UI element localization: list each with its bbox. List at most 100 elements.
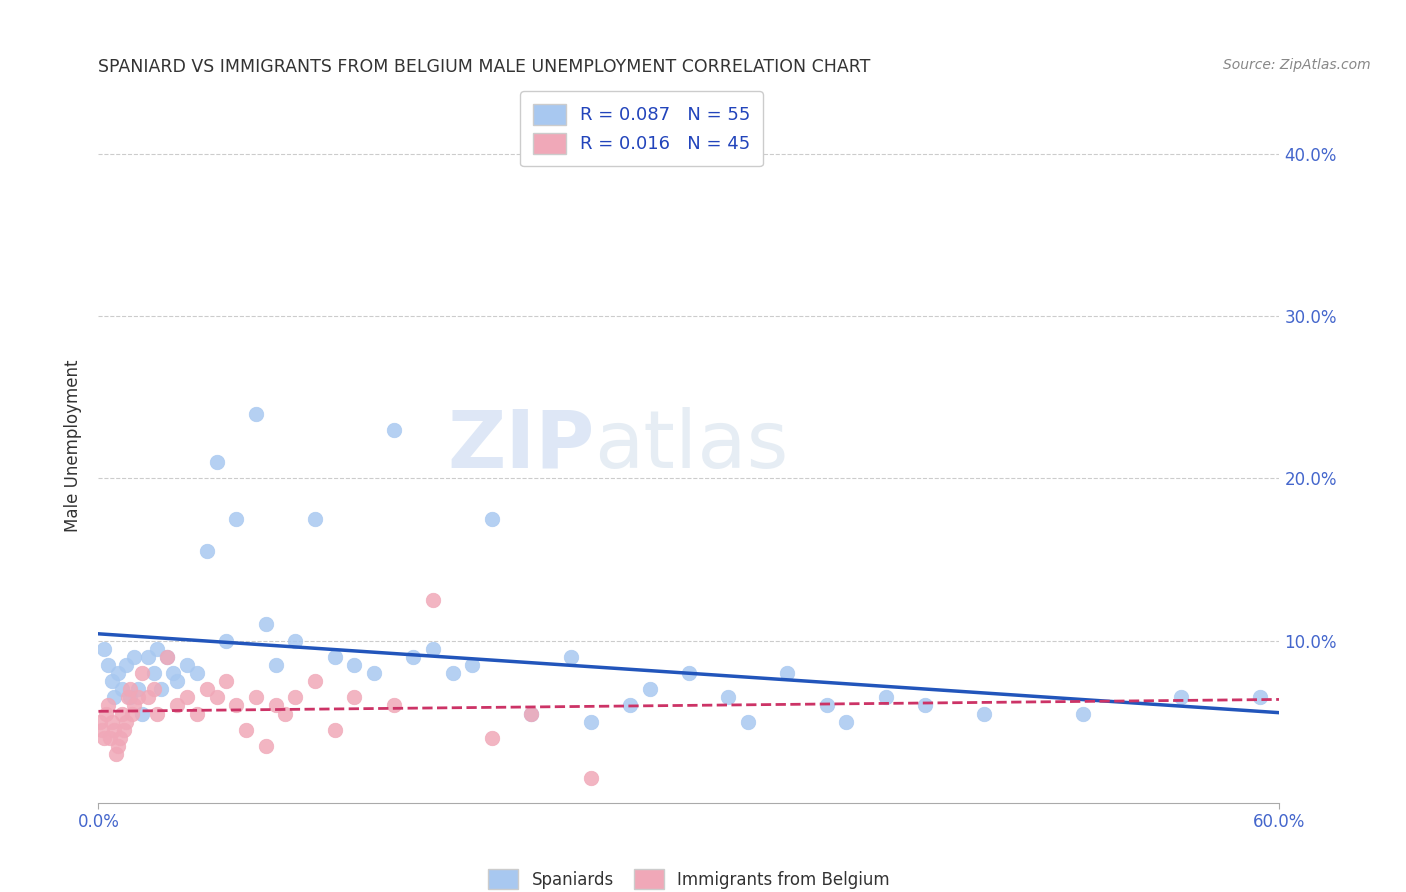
Y-axis label: Male Unemployment: Male Unemployment	[65, 359, 83, 533]
Point	[343, 690, 366, 705]
Point	[560, 649, 582, 664]
Point	[235, 723, 257, 737]
Point	[225, 698, 247, 713]
Point	[254, 617, 277, 632]
Point	[254, 739, 277, 753]
Point	[520, 706, 543, 721]
Text: Source: ZipAtlas.com: Source: ZipAtlas.com	[1223, 58, 1371, 72]
Point	[91, 723, 114, 737]
Point	[205, 690, 228, 705]
Text: ZIP: ZIP	[447, 407, 595, 485]
Point	[815, 698, 838, 713]
Point	[108, 731, 131, 745]
Point	[343, 657, 366, 672]
Point	[115, 657, 138, 672]
Point	[176, 690, 198, 705]
Point	[1170, 690, 1192, 705]
Point	[156, 649, 179, 664]
Point	[835, 714, 858, 729]
Point	[304, 674, 326, 689]
Point	[118, 682, 141, 697]
Point	[111, 706, 134, 721]
Point	[122, 698, 145, 713]
Point	[225, 512, 247, 526]
Point	[103, 723, 125, 737]
Point	[166, 698, 188, 713]
Point	[98, 731, 121, 745]
Point	[142, 682, 165, 697]
Point	[107, 739, 129, 753]
Point	[579, 714, 602, 729]
Point	[619, 698, 641, 713]
Point	[142, 666, 165, 681]
Point	[264, 657, 287, 672]
Point	[195, 544, 218, 558]
Point	[402, 649, 425, 664]
Point	[97, 698, 120, 713]
Point	[118, 690, 141, 705]
Point	[481, 731, 503, 745]
Point	[245, 690, 267, 705]
Point	[1249, 690, 1271, 705]
Point	[215, 633, 238, 648]
Point	[105, 747, 128, 761]
Point	[93, 641, 115, 656]
Point	[131, 706, 153, 721]
Point	[162, 666, 184, 681]
Point	[215, 674, 238, 689]
Point	[304, 512, 326, 526]
Point	[103, 690, 125, 705]
Point	[117, 690, 139, 705]
Point	[323, 649, 346, 664]
Point	[422, 641, 444, 656]
Point	[166, 674, 188, 689]
Point	[973, 706, 995, 721]
Point	[107, 666, 129, 681]
Point	[441, 666, 464, 681]
Point	[112, 723, 135, 737]
Point	[127, 690, 149, 705]
Legend: Spaniards, Immigrants from Belgium: Spaniards, Immigrants from Belgium	[479, 861, 898, 892]
Point	[122, 649, 145, 664]
Point	[136, 690, 159, 705]
Point	[195, 682, 218, 697]
Point	[382, 698, 405, 713]
Point	[776, 666, 799, 681]
Point	[717, 690, 740, 705]
Point	[101, 674, 124, 689]
Point	[176, 657, 198, 672]
Point	[461, 657, 484, 672]
Point	[914, 698, 936, 713]
Point	[131, 666, 153, 681]
Point	[382, 423, 405, 437]
Text: atlas: atlas	[595, 407, 789, 485]
Point	[363, 666, 385, 681]
Point	[737, 714, 759, 729]
Point	[97, 657, 120, 672]
Point	[96, 706, 118, 721]
Point	[481, 512, 503, 526]
Point	[127, 682, 149, 697]
Point	[186, 666, 208, 681]
Point	[89, 714, 111, 729]
Point	[93, 731, 115, 745]
Point	[245, 407, 267, 421]
Point	[115, 714, 138, 729]
Point	[111, 682, 134, 697]
Point	[638, 682, 661, 697]
Point	[186, 706, 208, 721]
Point	[150, 682, 173, 697]
Point	[520, 706, 543, 721]
Point	[678, 666, 700, 681]
Point	[579, 772, 602, 786]
Point	[156, 649, 179, 664]
Point	[146, 706, 169, 721]
Point	[121, 706, 143, 721]
Text: SPANIARD VS IMMIGRANTS FROM BELGIUM MALE UNEMPLOYMENT CORRELATION CHART: SPANIARD VS IMMIGRANTS FROM BELGIUM MALE…	[98, 58, 870, 76]
Point	[284, 690, 307, 705]
Point	[284, 633, 307, 648]
Point	[422, 593, 444, 607]
Point	[1071, 706, 1094, 721]
Point	[264, 698, 287, 713]
Point	[136, 649, 159, 664]
